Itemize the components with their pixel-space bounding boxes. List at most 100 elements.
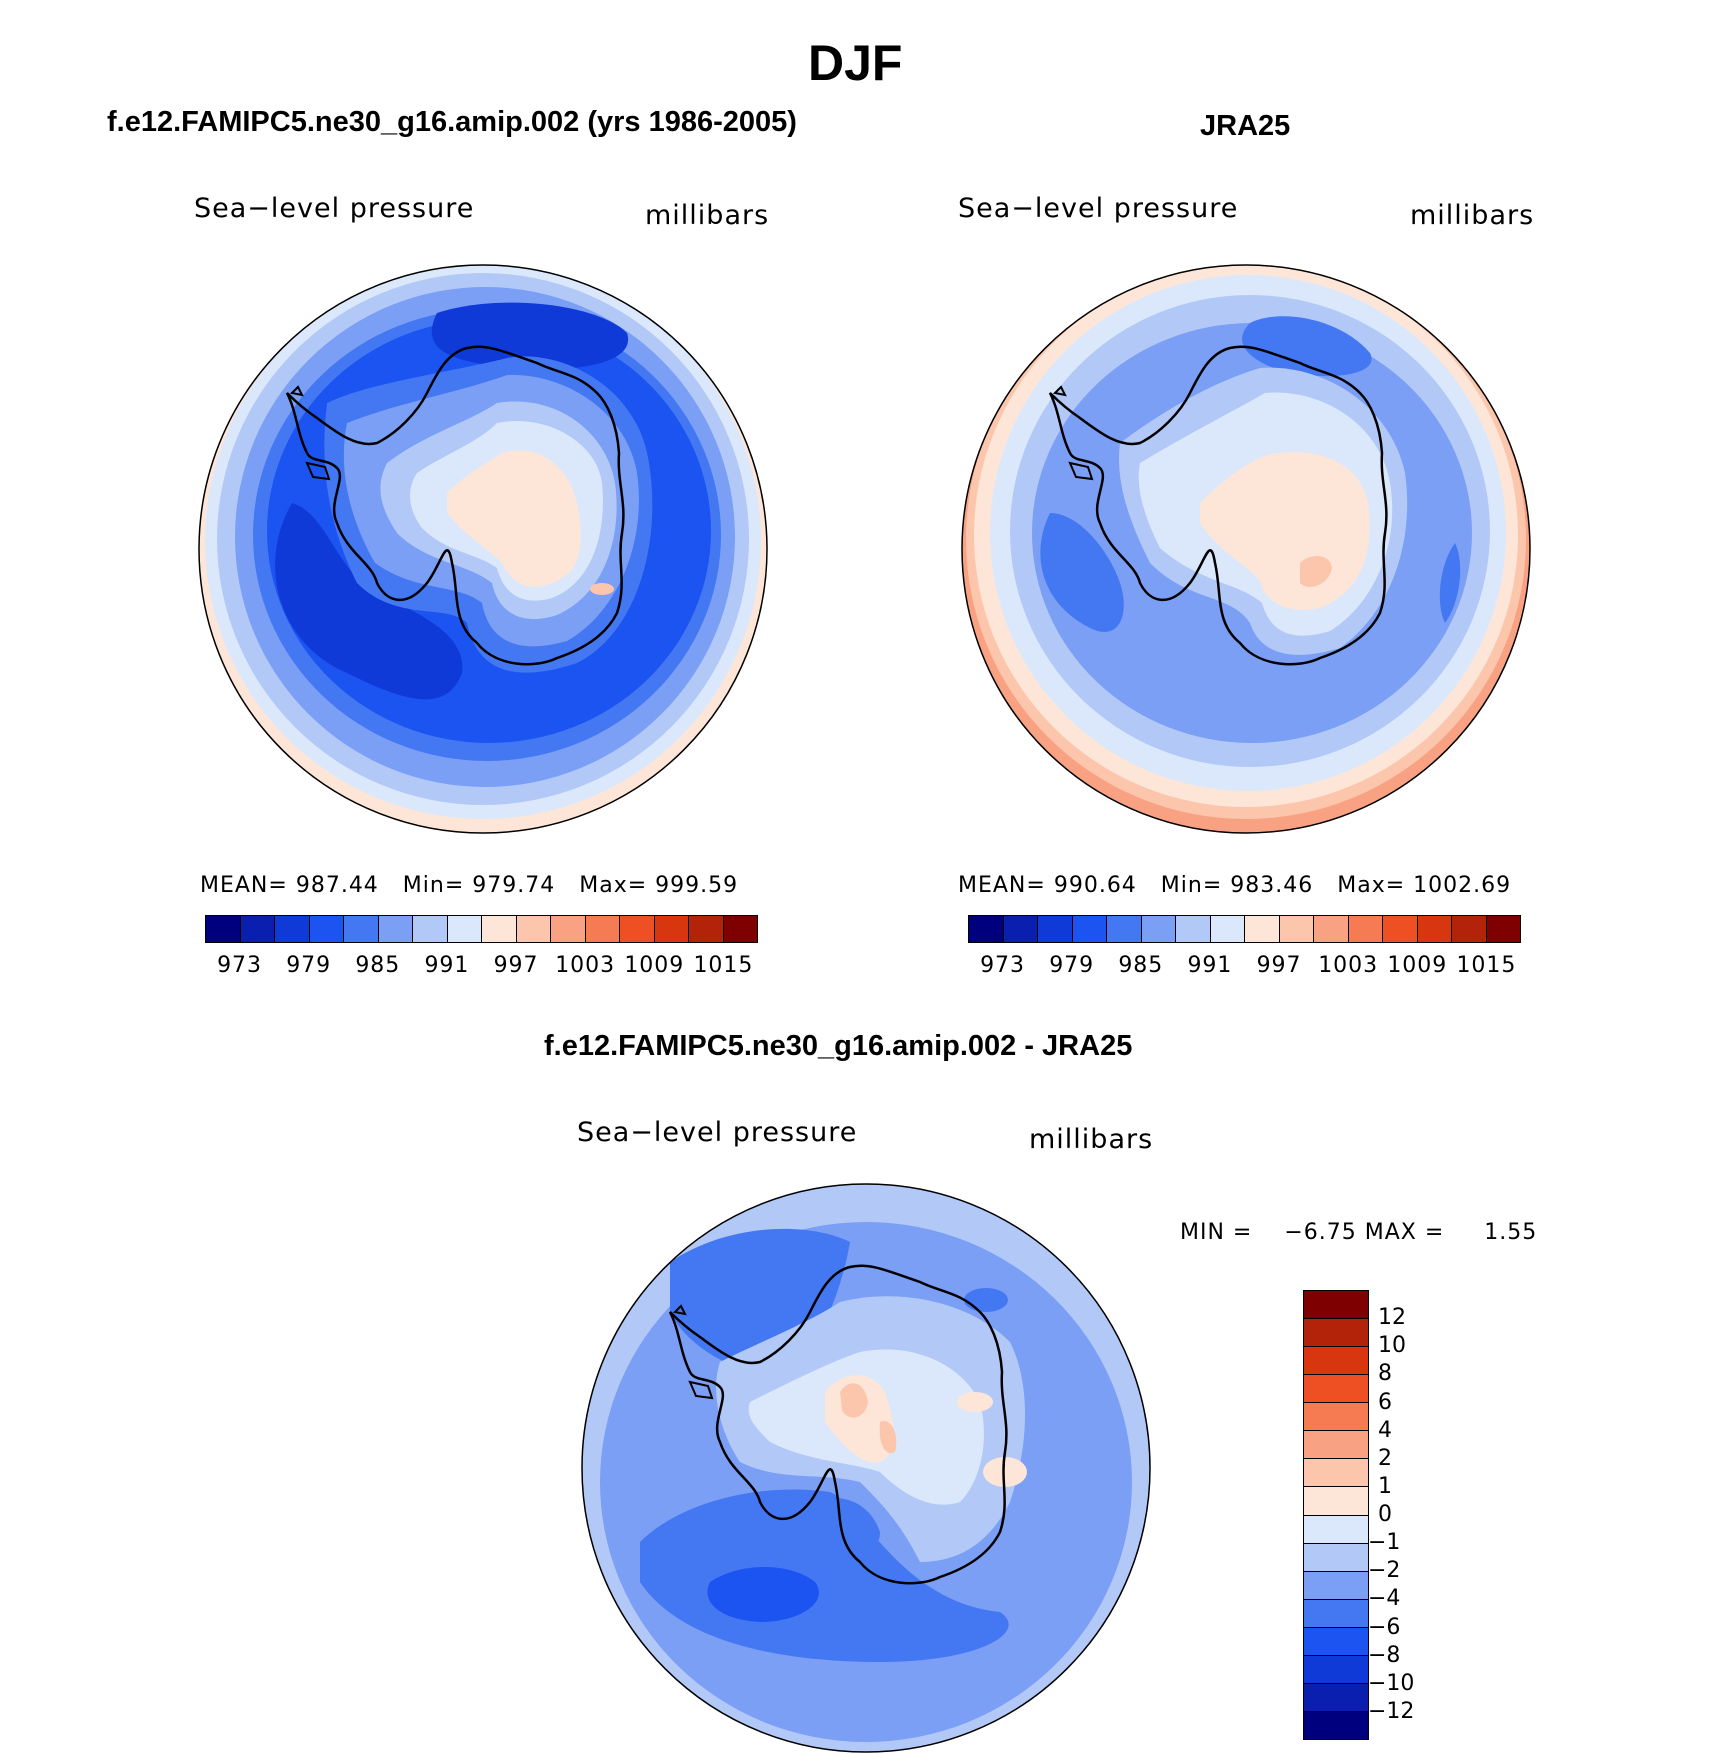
obs-colorbar-swatch [1486, 916, 1520, 942]
diff-colorbar-swatch [1304, 1571, 1368, 1600]
diff-colorbar-swatch [1304, 1487, 1368, 1516]
obs-mean-label: MEAN= [958, 873, 1046, 898]
obs-colorbar-label: 997 [1256, 953, 1302, 978]
diff-min-value: −6.75 [1284, 1220, 1357, 1245]
diff-colorbar-label: 6 [1378, 1389, 1392, 1415]
diff-colorbar-swatch [1304, 1711, 1368, 1739]
diff-colorbar-swatch [1304, 1347, 1368, 1376]
model-map-border [198, 264, 768, 834]
model-colorbar-swatch [551, 916, 586, 942]
obs-colorbar-swatch [1383, 916, 1418, 942]
obs-colorbar-swatch [1072, 916, 1107, 942]
diff-low-east-spot [964, 1288, 1008, 1312]
model-colorbar-swatch [723, 916, 757, 942]
diff-colorbar-swatch [1304, 1599, 1368, 1628]
model-colorbar-swatch [378, 916, 413, 942]
model-colorbar-swatch [240, 916, 275, 942]
model-variable-label: Sea−level pressure [194, 193, 475, 224]
diff-colorbar-label: 8 [1378, 1361, 1392, 1387]
model-colorbar-swatch [620, 916, 655, 942]
diff-colorbar-label: 12 [1378, 1305, 1406, 1331]
diff-panel-title: f.e12.FAMIPC5.ne30_g16.amip.002 - JRA25 [544, 1030, 1133, 1062]
diff-polar-map [581, 1183, 1151, 1753]
obs-colorbar-label: 1003 [1318, 953, 1379, 978]
obs-colorbar-label: 991 [1187, 953, 1233, 978]
diff-colorbar-label: 4 [1378, 1417, 1392, 1443]
obs-colorbar-label: 985 [1118, 953, 1164, 978]
diff-positive-patch-3 [879, 1421, 897, 1454]
diff-colorbar-swatch [1304, 1515, 1368, 1544]
obs-variable-label: Sea−level pressure [958, 193, 1239, 224]
obs-low-east [1439, 543, 1461, 623]
model-max-value: 999.59 [655, 873, 739, 898]
obs-min-value: 983.46 [1230, 873, 1314, 898]
model-peninsula-islands [289, 385, 331, 481]
model-low-pacific [275, 503, 463, 700]
diff-colorbar-swatch [1304, 1683, 1368, 1712]
diff-colorbar-label: −10 [1368, 1670, 1415, 1696]
obs-colorbar-label: 979 [1049, 953, 1095, 978]
model-stats: MEAN= 987.44 Min= 979.74 Max= 999.59 [200, 873, 738, 898]
diff-colorbar-labels: 12 10 8 6 4 2 1 0 −1 −2 −4 −6 −8 −10 −12 [1368, 1290, 1456, 1740]
diff-colorbar-swatch [1304, 1375, 1368, 1404]
obs-polar-map [961, 264, 1531, 834]
diff-colorbar-swatch [1304, 1543, 1368, 1572]
diff-colorbar-label: −6 [1368, 1614, 1401, 1640]
diff-lobe-south [640, 1489, 1009, 1662]
diff-min-label: MIN = [1180, 1220, 1253, 1245]
diff-units-label: millibars [1029, 1124, 1154, 1155]
model-colorbar-swatch [206, 916, 241, 942]
model-mean-label: MEAN= [200, 873, 288, 898]
obs-low-pacific [1040, 513, 1124, 632]
model-colorbar-swatch [516, 916, 551, 942]
obs-colorbar-swatch [1141, 916, 1176, 942]
diff-colorbar-label: −12 [1368, 1698, 1415, 1724]
obs-colorbar-swatch [1003, 916, 1038, 942]
diff-variable-label: Sea−level pressure [577, 1117, 858, 1148]
model-coastline [285, 345, 625, 666]
obs-colorbar-swatch [1452, 916, 1487, 942]
obs-colorbar-labels: 973 979 985 991 997 1003 1009 1015 [968, 953, 1521, 983]
diff-colorbar-label: −8 [1368, 1642, 1401, 1668]
obs-colorbar-swatch [1314, 916, 1349, 942]
obs-colorbar-swatch [1348, 916, 1383, 942]
obs-max-label: Max= [1337, 873, 1406, 898]
model-colorbar-swatch [275, 916, 310, 942]
diff-colorbar-swatch [1304, 1627, 1368, 1656]
model-min-value: 979.74 [472, 873, 556, 898]
obs-low-indian [1242, 316, 1372, 377]
model-high-plateau [447, 450, 581, 587]
obs-colorbar [968, 915, 1521, 943]
obs-colorbar-swatch [1279, 916, 1314, 942]
model-colorbar-swatch [413, 916, 448, 942]
diff-colorbar-label: 10 [1378, 1333, 1406, 1359]
diff-colorbar-label: −4 [1368, 1586, 1401, 1612]
obs-map-border [961, 264, 1531, 834]
diff-colorbar-label: −2 [1368, 1558, 1401, 1584]
obs-panel-title: JRA25 [1200, 110, 1291, 142]
model-colorbar-label: 997 [493, 953, 539, 978]
model-units-label: millibars [645, 200, 770, 231]
model-colorbar-swatch [344, 916, 379, 942]
obs-max-value: 1002.69 [1413, 873, 1512, 898]
model-colorbar-swatch [585, 916, 620, 942]
obs-colorbar-swatch [1176, 916, 1211, 942]
obs-colorbar-swatch [1210, 916, 1245, 942]
obs-colorbar-label: 1009 [1387, 953, 1448, 978]
diff-colorbar-swatch [1304, 1403, 1368, 1432]
model-colorbar-swatch [447, 916, 482, 942]
model-colorbar-label: 979 [286, 953, 332, 978]
model-colorbar-labels: 973 979 985 991 997 1003 1009 1015 [205, 953, 758, 983]
diff-positive-patch-5 [957, 1392, 993, 1412]
diff-colorbar [1303, 1290, 1369, 1740]
diff-colorbar-swatch [1304, 1319, 1368, 1348]
diff-positive-patch-4 [983, 1457, 1027, 1487]
model-colorbar-swatch [309, 916, 344, 942]
model-colorbar-label: 1015 [693, 953, 754, 978]
model-colorbar [205, 915, 758, 943]
obs-min-label: Min= [1160, 873, 1223, 898]
model-low-indian [431, 302, 629, 370]
obs-units-label: millibars [1410, 200, 1535, 231]
model-colorbar-swatch [482, 916, 517, 942]
diff-low-south [707, 1567, 819, 1622]
